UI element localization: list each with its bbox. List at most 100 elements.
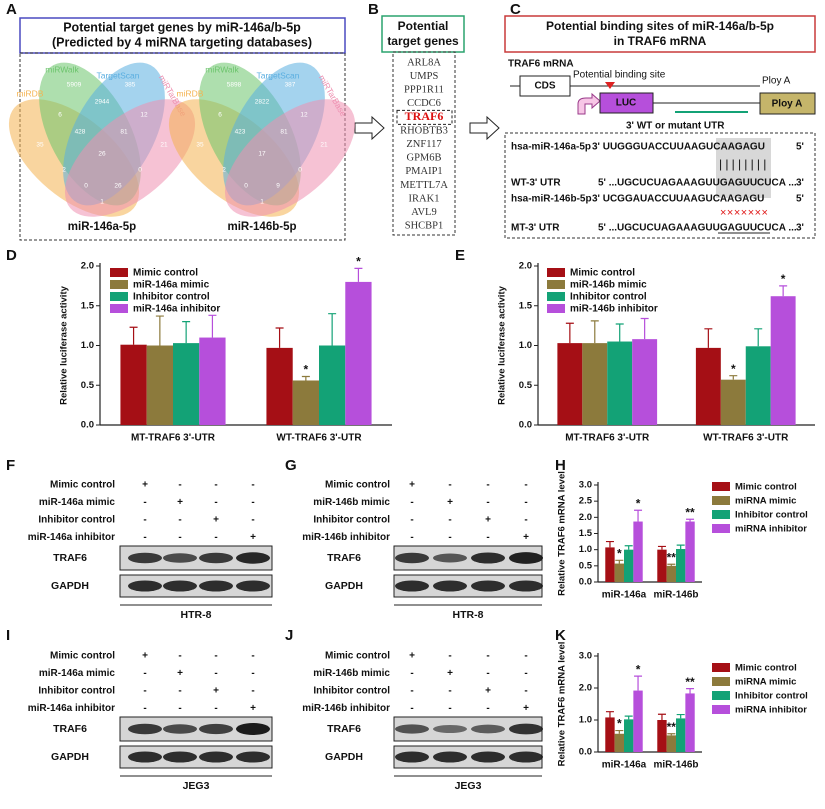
error-bar	[605, 711, 614, 718]
legend-label: miRNA mimic	[735, 677, 796, 688]
set-label: miRDB	[17, 88, 44, 98]
error-bar	[686, 688, 695, 694]
significance: *	[356, 255, 361, 269]
seq-name: hsa-miR-146a-5p	[511, 142, 591, 153]
panel-label: K	[555, 627, 566, 644]
polya-box	[759, 92, 816, 115]
y-tick-label: 3.0	[579, 651, 592, 662]
error-bar	[667, 733, 676, 736]
y-axis-label: Relative TRAF6 mRNA level	[557, 471, 568, 596]
sign: +	[213, 515, 219, 526]
sign: -	[486, 668, 489, 679]
sign: -	[486, 480, 489, 491]
significance: *	[304, 363, 309, 377]
error-bar	[729, 375, 738, 380]
sign: +	[213, 686, 219, 697]
cell-line: JEG3	[183, 780, 210, 792]
band	[163, 751, 197, 763]
bar	[319, 345, 346, 425]
panel-title: target genes	[387, 34, 459, 48]
bar	[666, 735, 676, 752]
sign: -	[448, 651, 451, 662]
panel-label: J	[285, 627, 293, 644]
error-bar	[182, 321, 191, 344]
error-bar	[704, 328, 713, 348]
sign: -	[410, 703, 413, 714]
error-bar	[624, 715, 633, 720]
legend-swatch	[712, 524, 730, 533]
bar	[292, 380, 319, 425]
region-count: 35	[36, 142, 44, 149]
sign: +	[177, 668, 183, 679]
sign: +	[142, 651, 148, 662]
band-label: TRAF6	[53, 552, 87, 564]
legend-swatch	[110, 280, 128, 289]
bar	[146, 345, 173, 425]
panel-label: A	[6, 1, 17, 18]
y-tick-label: 0.0	[81, 420, 94, 431]
error-bar	[624, 545, 633, 550]
set-label: miRDB	[177, 88, 204, 98]
panel-title: Potential binding sites of miR-146a/b-5p	[546, 19, 774, 33]
region-count: 6	[218, 112, 222, 119]
region-count: 0	[298, 167, 302, 174]
y-tick-label: 2.0	[81, 261, 94, 272]
y-tick-label: 1.0	[579, 544, 592, 555]
sign: -	[214, 668, 217, 679]
gene: UMPS	[410, 71, 439, 82]
panel-label: F	[6, 457, 15, 474]
sign: -	[178, 480, 181, 491]
band	[163, 553, 197, 563]
error-bar	[328, 313, 337, 346]
band-label: TRAF6	[327, 552, 361, 564]
legend-label: miR-146b mimic	[570, 280, 647, 291]
sign: -	[214, 497, 217, 508]
region-count: 17	[258, 151, 266, 158]
sign: -	[448, 480, 451, 491]
band-label: TRAF6	[327, 723, 361, 735]
sign: +	[485, 515, 491, 526]
panel-title: in TRAF6 mRNA	[614, 34, 707, 48]
band	[128, 580, 162, 592]
sign: -	[486, 532, 489, 543]
set-label: miRWalk	[205, 64, 239, 74]
condition-label: Inhibitor control	[313, 515, 390, 526]
condition-label: miR-146b inhibitor	[302, 703, 390, 714]
gene: ZNF117	[406, 139, 441, 150]
seq-end: 5'	[796, 194, 804, 205]
legend-swatch	[712, 496, 730, 505]
y-axis-label: Relative luciferase activity	[59, 285, 70, 405]
sign: -	[143, 532, 146, 543]
bar	[633, 521, 643, 582]
bar	[657, 549, 667, 582]
band	[433, 751, 467, 763]
legend-label: Mimic control	[133, 268, 198, 279]
condition-label: miR-146b mimic	[313, 497, 390, 508]
gene: AVL9	[411, 207, 436, 218]
bar	[624, 549, 634, 582]
region-count: 2	[62, 167, 66, 174]
bar	[557, 343, 583, 425]
error-bar	[634, 675, 643, 691]
significance: **	[685, 675, 695, 689]
bar	[624, 719, 634, 752]
error-bar	[155, 315, 164, 346]
significance: **	[667, 550, 677, 564]
sign: -	[410, 668, 413, 679]
sign: +	[409, 651, 415, 662]
sign: -	[524, 480, 527, 491]
bar	[173, 343, 200, 425]
band	[163, 724, 197, 734]
seq-end: 5'	[796, 142, 804, 153]
sign: -	[524, 515, 527, 526]
region-count: 26	[114, 183, 122, 190]
gene: GPM6B	[406, 153, 441, 164]
legend-label: Inhibitor control	[735, 510, 808, 521]
panel-subtitle: (Predicted by 4 miRNA targeting database…	[52, 35, 312, 49]
legend-swatch	[712, 510, 730, 519]
sign: +	[409, 480, 415, 491]
venn-set	[224, 99, 356, 217]
y-tick-label: 0.5	[579, 560, 593, 571]
gene: RHOBTB3	[400, 125, 448, 136]
sign: -	[486, 651, 489, 662]
